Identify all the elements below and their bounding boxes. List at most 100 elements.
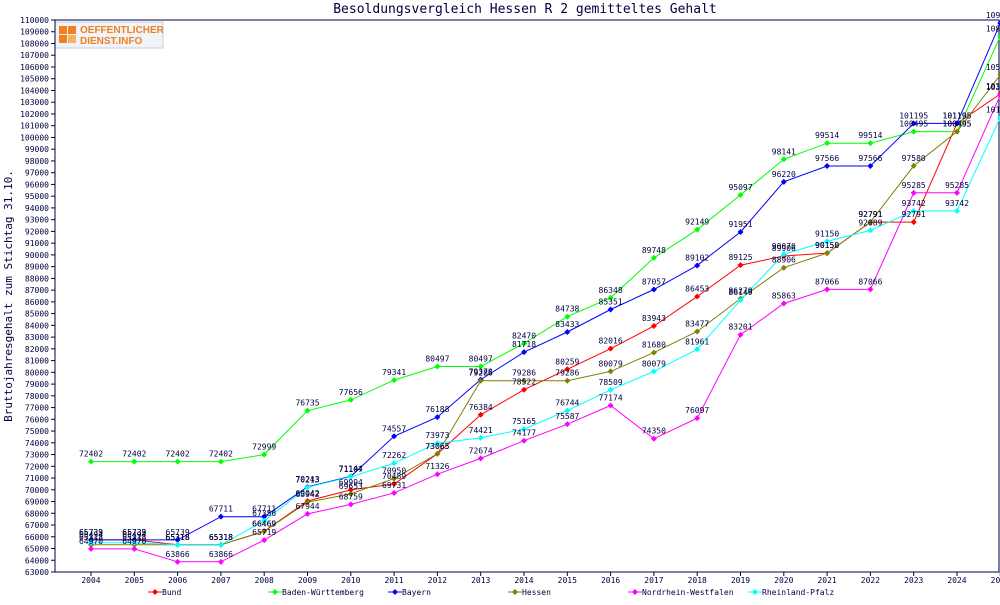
data-label: 92791 (858, 210, 882, 219)
x-tick-label: 2008 (255, 576, 274, 585)
data-point (780, 300, 787, 307)
data-point (650, 349, 657, 356)
data-label: 103599 (986, 83, 1000, 92)
data-label: 93742 (902, 199, 926, 208)
data-point (521, 386, 527, 393)
data-point (737, 228, 744, 235)
data-point (521, 340, 527, 347)
data-point (694, 262, 701, 269)
data-label: 72674 (469, 446, 493, 455)
data-point (564, 366, 571, 373)
y-tick-label: 88000 (25, 274, 49, 283)
x-tick-label: 2004 (81, 576, 100, 585)
data-label: 103699 (986, 82, 1000, 91)
data-point (88, 545, 94, 552)
data-point (824, 286, 831, 293)
data-point (347, 396, 354, 403)
legend-label: Bund (162, 588, 181, 597)
data-point (910, 219, 917, 226)
y-axis-label: Bruttojahresgehalt zum Stichtag 31.10. (2, 170, 15, 422)
data-label: 71326 (425, 462, 449, 471)
data-label: 73065 (425, 442, 449, 451)
data-label: 67711 (252, 505, 276, 514)
data-label: 89102 (685, 253, 709, 262)
data-point (650, 286, 657, 293)
data-label: 100495 (943, 120, 972, 129)
data-point (997, 72, 1000, 78)
data-label: 105331 (986, 63, 1000, 72)
data-point (564, 407, 571, 414)
data-point (607, 294, 614, 301)
data-label: 65739 (122, 528, 146, 537)
chart-title: Besoldungsvergleich Hessen R 2 gemittelt… (333, 2, 717, 17)
data-label: 89748 (642, 246, 666, 255)
data-label: 86149 (728, 288, 752, 297)
data-label: 74557 (382, 424, 406, 433)
data-label: 95285 (902, 181, 926, 190)
data-label: 65494 (79, 531, 103, 540)
series-line-2 (91, 22, 1000, 541)
data-label: 95285 (945, 181, 969, 190)
data-label: 78509 (599, 378, 623, 387)
data-point (650, 435, 657, 442)
data-point (131, 458, 138, 465)
data-point (607, 402, 614, 409)
data-point (867, 140, 874, 147)
data-point (954, 128, 960, 135)
data-label: 65494 (122, 531, 146, 540)
data-label: 83201 (728, 323, 752, 332)
y-tick-label: 65000 (25, 545, 49, 554)
y-tick-label: 95000 (25, 192, 49, 201)
data-point (347, 473, 354, 480)
data-label: 65318 (122, 533, 146, 542)
data-label: 101691 (986, 106, 1000, 115)
data-point (694, 226, 701, 233)
data-point (434, 414, 441, 421)
legend-marker (752, 589, 758, 595)
x-tick-label: 2023 (904, 576, 923, 585)
y-tick-label: 84000 (25, 321, 49, 330)
y-tick-label: 67000 (25, 521, 49, 530)
data-label: 99514 (858, 131, 882, 140)
data-label: 77174 (599, 394, 623, 403)
data-label: 79341 (382, 368, 406, 377)
data-point (391, 475, 398, 482)
data-label: 79286 (555, 369, 579, 378)
legend-label: Hessen (522, 588, 551, 597)
data-point (564, 329, 571, 336)
y-tick-label: 87000 (25, 286, 49, 295)
data-point (391, 489, 398, 496)
y-tick-label: 73000 (25, 451, 49, 460)
data-point (954, 189, 960, 196)
data-label: 90150 (815, 241, 839, 250)
data-label: 92149 (685, 218, 709, 227)
x-tick-label: 2016 (601, 576, 620, 585)
y-tick-label: 66000 (25, 533, 49, 542)
data-point (564, 313, 571, 320)
x-tick-label: 2014 (514, 576, 533, 585)
data-label: 81961 (685, 337, 709, 346)
y-tick-label: 93000 (25, 216, 49, 225)
data-point (910, 207, 917, 214)
series-line-3 (91, 74, 1000, 546)
y-tick-label: 68000 (25, 509, 49, 518)
data-point (737, 262, 744, 269)
data-point (261, 517, 268, 524)
data-label: 74177 (512, 429, 536, 438)
y-tick-label: 74000 (25, 439, 49, 448)
data-point (434, 440, 441, 447)
x-tick-label: 2025 (991, 576, 1000, 585)
data-point (694, 328, 701, 335)
data-point (391, 377, 398, 384)
data-point (910, 128, 917, 135)
data-label: 85351 (599, 297, 623, 306)
data-label: 66469 (252, 519, 276, 528)
y-tick-label: 94000 (25, 204, 49, 213)
logo-text-line2: DIENST.INFO (80, 36, 142, 47)
data-label: 71107 (339, 465, 363, 474)
y-tick-label: 104000 (20, 86, 49, 95)
data-label: 72402 (166, 450, 190, 459)
y-tick-label: 72000 (25, 462, 49, 471)
